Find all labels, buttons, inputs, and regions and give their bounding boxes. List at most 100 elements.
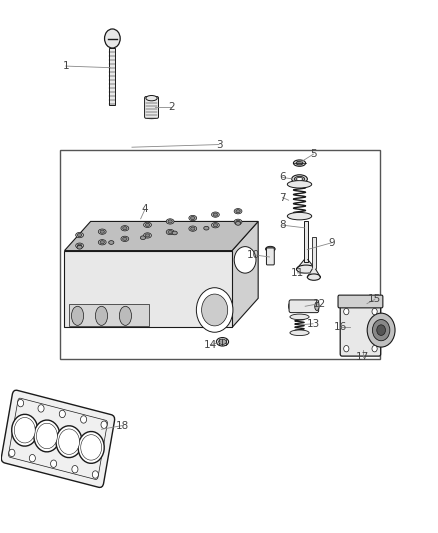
Ellipse shape — [236, 209, 240, 213]
Ellipse shape — [297, 177, 303, 181]
FancyBboxPatch shape — [289, 300, 319, 313]
Ellipse shape — [189, 226, 197, 231]
Text: 4: 4 — [142, 204, 148, 214]
Ellipse shape — [292, 175, 307, 183]
Ellipse shape — [168, 220, 172, 223]
Ellipse shape — [146, 115, 157, 119]
Circle shape — [12, 414, 38, 446]
Circle shape — [377, 325, 385, 335]
Ellipse shape — [145, 234, 150, 237]
Ellipse shape — [146, 95, 157, 101]
Text: 18: 18 — [116, 421, 129, 431]
Ellipse shape — [95, 306, 108, 325]
Ellipse shape — [294, 176, 305, 182]
Circle shape — [196, 288, 233, 332]
Ellipse shape — [121, 225, 129, 231]
Circle shape — [372, 345, 377, 352]
Text: 16: 16 — [333, 322, 346, 332]
Text: 13: 13 — [307, 319, 320, 329]
Ellipse shape — [234, 219, 242, 224]
Ellipse shape — [236, 220, 240, 223]
Ellipse shape — [234, 208, 242, 214]
Circle shape — [72, 465, 78, 473]
FancyBboxPatch shape — [69, 304, 149, 326]
Circle shape — [36, 423, 57, 449]
Ellipse shape — [145, 223, 150, 227]
Text: 11: 11 — [291, 268, 304, 278]
Circle shape — [101, 421, 107, 429]
Circle shape — [29, 455, 35, 462]
Circle shape — [344, 345, 349, 352]
Ellipse shape — [204, 227, 209, 230]
Ellipse shape — [213, 213, 218, 216]
Ellipse shape — [121, 236, 129, 241]
Circle shape — [34, 420, 60, 452]
Ellipse shape — [265, 246, 275, 252]
Ellipse shape — [166, 219, 174, 224]
Ellipse shape — [144, 222, 152, 228]
Ellipse shape — [287, 181, 312, 188]
FancyBboxPatch shape — [145, 96, 159, 118]
Text: 3: 3 — [215, 140, 223, 150]
Circle shape — [59, 429, 79, 455]
Polygon shape — [64, 251, 232, 327]
Ellipse shape — [191, 216, 195, 220]
FancyBboxPatch shape — [340, 304, 381, 356]
Ellipse shape — [76, 232, 84, 238]
Circle shape — [105, 29, 120, 48]
Circle shape — [9, 449, 15, 457]
Ellipse shape — [144, 233, 152, 238]
Circle shape — [372, 319, 390, 341]
Text: 14: 14 — [204, 340, 217, 350]
Circle shape — [201, 294, 228, 326]
Ellipse shape — [296, 161, 303, 165]
Text: 5: 5 — [310, 149, 317, 159]
Text: 17: 17 — [356, 352, 369, 361]
Ellipse shape — [166, 229, 174, 235]
FancyBboxPatch shape — [338, 295, 383, 308]
Ellipse shape — [100, 230, 104, 233]
Circle shape — [81, 435, 102, 460]
Ellipse shape — [236, 222, 240, 225]
Ellipse shape — [123, 227, 127, 230]
Text: 1: 1 — [63, 61, 69, 71]
Text: 6: 6 — [279, 172, 286, 182]
Ellipse shape — [123, 237, 127, 240]
Ellipse shape — [109, 240, 114, 244]
Circle shape — [344, 309, 349, 315]
Ellipse shape — [172, 231, 177, 235]
Polygon shape — [307, 269, 321, 277]
Ellipse shape — [78, 244, 82, 247]
FancyBboxPatch shape — [312, 237, 316, 277]
Polygon shape — [297, 260, 316, 269]
Text: 7: 7 — [279, 192, 286, 203]
Ellipse shape — [98, 240, 106, 245]
Text: 8: 8 — [279, 220, 286, 230]
Text: 2: 2 — [168, 102, 174, 112]
Circle shape — [92, 471, 99, 478]
Ellipse shape — [307, 274, 321, 280]
Ellipse shape — [290, 330, 309, 336]
Polygon shape — [232, 221, 258, 327]
FancyBboxPatch shape — [110, 48, 116, 105]
Ellipse shape — [140, 236, 145, 239]
Ellipse shape — [213, 224, 218, 227]
Text: 9: 9 — [329, 238, 336, 248]
Text: 12: 12 — [312, 298, 326, 309]
Ellipse shape — [293, 160, 306, 166]
Ellipse shape — [78, 233, 82, 237]
Text: 15: 15 — [368, 294, 381, 304]
Ellipse shape — [216, 337, 229, 346]
Circle shape — [50, 460, 57, 467]
Ellipse shape — [297, 265, 316, 273]
Ellipse shape — [315, 302, 319, 311]
Ellipse shape — [76, 243, 84, 248]
Circle shape — [78, 432, 104, 463]
Circle shape — [81, 416, 87, 423]
Ellipse shape — [168, 230, 172, 233]
Ellipse shape — [287, 213, 312, 220]
Circle shape — [234, 247, 256, 273]
Circle shape — [372, 309, 377, 315]
Circle shape — [56, 426, 82, 458]
Text: 10: 10 — [247, 250, 260, 260]
